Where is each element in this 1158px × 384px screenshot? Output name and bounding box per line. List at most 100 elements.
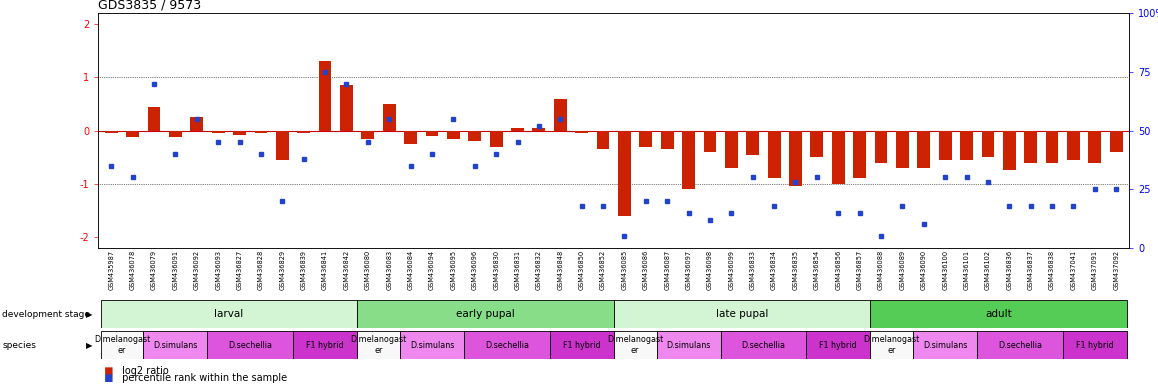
Bar (426, 131, 439, 136)
Text: GSM437092: GSM437092 (1113, 250, 1120, 290)
Text: GSM436079: GSM436079 (151, 250, 157, 290)
Text: GSM436089: GSM436089 (900, 250, 906, 290)
Text: adult: adult (985, 309, 1012, 319)
Text: GSM436101: GSM436101 (963, 250, 969, 290)
Text: GSM436097: GSM436097 (686, 250, 691, 290)
Bar (977, 331, 1063, 359)
Text: F1 hybrid: F1 hybrid (820, 341, 857, 349)
Text: D.melanogast
er: D.melanogast er (864, 335, 919, 355)
Bar (639, 131, 652, 147)
Text: GSM437091: GSM437091 (1092, 250, 1098, 290)
Text: GSM437041: GSM437041 (1070, 250, 1077, 290)
Bar (293, 331, 357, 359)
Bar (871, 331, 914, 359)
Text: species: species (2, 341, 36, 349)
Bar (468, 131, 482, 141)
Bar (960, 131, 973, 160)
Text: ■: ■ (98, 366, 113, 376)
Text: ■: ■ (98, 373, 113, 383)
Text: GDS3835 / 9573: GDS3835 / 9573 (98, 0, 201, 12)
Bar (105, 131, 118, 133)
Bar (357, 331, 400, 359)
Bar (939, 131, 952, 160)
Bar (874, 131, 887, 162)
Bar (147, 107, 161, 131)
Bar (1003, 131, 1016, 170)
Text: D.melanogast
er: D.melanogast er (607, 335, 664, 355)
Bar (618, 131, 631, 216)
Text: GSM436842: GSM436842 (344, 250, 350, 290)
Text: GSM436092: GSM436092 (193, 250, 200, 290)
Text: larval: larval (214, 309, 243, 319)
Text: D.sechellia: D.sechellia (228, 341, 272, 349)
Text: F1 hybrid: F1 hybrid (306, 341, 344, 349)
Bar (811, 131, 823, 157)
Bar (1046, 131, 1058, 162)
Text: GSM436096: GSM436096 (471, 250, 478, 290)
Bar (511, 128, 523, 131)
Text: GSM436095: GSM436095 (450, 250, 456, 290)
Bar (383, 104, 396, 131)
Bar (896, 131, 909, 168)
Bar (917, 131, 930, 168)
Text: GSM436836: GSM436836 (1006, 250, 1012, 290)
Bar (1025, 131, 1038, 162)
Text: ▶: ▶ (86, 341, 93, 349)
Text: D.simulans: D.simulans (153, 341, 198, 349)
Text: GSM436080: GSM436080 (365, 250, 371, 290)
Bar (831, 131, 844, 184)
Bar (207, 331, 293, 359)
Bar (340, 85, 353, 131)
Bar (725, 131, 738, 168)
Text: GSM436829: GSM436829 (279, 250, 285, 290)
Bar (169, 131, 182, 137)
Bar (101, 331, 144, 359)
Bar (596, 131, 609, 149)
Text: GSM436857: GSM436857 (857, 250, 863, 290)
Bar (661, 131, 674, 149)
Bar (255, 131, 267, 133)
Bar (490, 131, 503, 147)
Bar (1067, 131, 1080, 160)
Text: GSM436831: GSM436831 (514, 250, 520, 290)
Text: GSM436086: GSM436086 (643, 250, 648, 290)
Text: GSM436828: GSM436828 (258, 250, 264, 290)
Text: D.melanogast
er: D.melanogast er (351, 335, 406, 355)
Text: percentile rank within the sample: percentile rank within the sample (119, 373, 287, 383)
Bar (190, 117, 203, 131)
Bar (1109, 131, 1122, 152)
Text: GSM436098: GSM436098 (708, 250, 713, 290)
Bar (746, 131, 760, 154)
Text: GSM436834: GSM436834 (771, 250, 777, 290)
Bar (614, 300, 871, 328)
Text: D.sechellia: D.sechellia (485, 341, 529, 349)
Bar (914, 331, 977, 359)
Text: GSM436085: GSM436085 (622, 250, 628, 290)
Bar (657, 331, 720, 359)
Text: development stage: development stage (2, 310, 90, 319)
Bar (533, 128, 545, 131)
Bar (550, 331, 614, 359)
Text: GSM436088: GSM436088 (878, 250, 884, 290)
Text: GSM436832: GSM436832 (536, 250, 542, 290)
Text: GSM436094: GSM436094 (428, 250, 435, 290)
Bar (789, 131, 801, 187)
Bar (233, 131, 245, 135)
Text: F1 hybrid: F1 hybrid (1076, 341, 1114, 349)
Bar (212, 131, 225, 133)
Bar (1089, 131, 1101, 162)
Bar (101, 300, 357, 328)
Text: early pupal: early pupal (456, 309, 515, 319)
Text: GSM436839: GSM436839 (301, 250, 307, 290)
Text: GSM436827: GSM436827 (236, 250, 242, 290)
Text: D.sechellia: D.sechellia (998, 341, 1042, 349)
Text: GSM436830: GSM436830 (493, 250, 499, 290)
Text: GSM436854: GSM436854 (814, 250, 820, 290)
Text: GSM436850: GSM436850 (579, 250, 585, 290)
Bar (126, 131, 139, 137)
Bar (276, 131, 288, 160)
Bar (768, 131, 780, 179)
Text: GSM436091: GSM436091 (173, 250, 178, 290)
Text: D.simulans: D.simulans (923, 341, 967, 349)
Text: ▶: ▶ (86, 310, 93, 319)
